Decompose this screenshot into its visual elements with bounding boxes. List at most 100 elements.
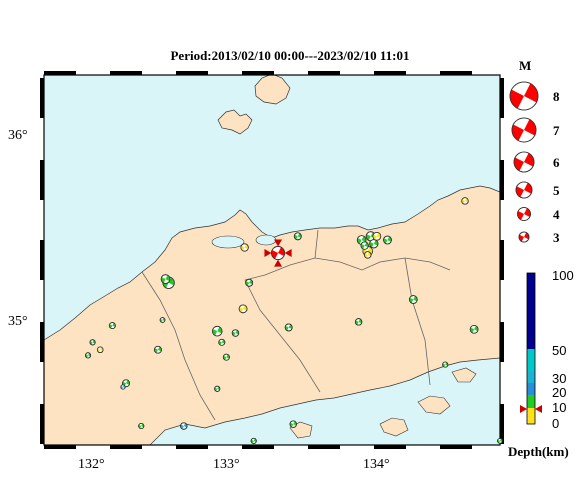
earthquake-marker [497,438,503,444]
prefecture-borders [141,229,451,421]
frame-bar-left [40,322,44,362]
frame-bar-bottom [176,445,208,449]
frame-bar-top [440,71,472,75]
earthquake-marker [354,318,363,326]
frame-bar-bottom [308,445,340,449]
earthquake-marker [250,437,257,444]
depth-tick-20: 20 [552,385,566,400]
depth-band-10 [527,395,535,408]
frame-bar-right [500,240,504,280]
earthquake-marker [364,251,372,259]
depth-colorbar [520,272,542,425]
earthquake-marker [218,338,226,346]
frame-scale-bars [40,71,504,449]
y-tick-36: 36° [8,128,28,143]
earthquake-marker [289,420,297,428]
earthquake-marker [120,384,126,390]
main-shock-depth-marker [520,405,542,413]
depth-tick-100: 100 [552,268,574,283]
frame-bar-top [374,71,406,75]
magnitude-legend-ball [513,151,535,173]
depth-tick-30: 30 [552,371,566,386]
earthquake-marker [96,346,104,354]
magnitude-legend-ball [509,81,539,111]
frame-bar-top [308,71,340,75]
frame-bar-top [110,71,142,75]
depth-band-30-20 [527,372,535,383]
depth-colorbar-frame [526,272,536,425]
frame-bar-left [40,78,44,118]
period-title: Period:2013/02/10 00:00---2023/02/10 11:… [170,48,410,63]
earthquake-marker [108,322,116,330]
magnitude-legend-label: 4 [553,207,560,222]
magnitude-legend-label: 7 [553,123,560,138]
frame-bar-left [40,404,44,444]
earthquake-marker [442,361,449,368]
depth-band-50-30 [527,349,535,372]
magnitude-legend: 8 7 6 5 4 3 [509,81,560,245]
frame-bar-right [500,160,504,200]
seto-inland-sea [149,357,500,445]
earthquake-marker [214,385,221,392]
event-markers [85,197,503,444]
depth-band-deep [527,273,535,349]
depth-axis-label: Depth(km) [508,444,569,459]
lake-shinji [211,235,245,249]
x-tick-132: 132° [78,457,105,472]
frame-bar-right [500,78,504,118]
x-tick-134: 134° [363,457,390,472]
frame-bar-top [176,71,208,75]
earthquake-marker [240,243,249,252]
earthquake-marker [369,239,379,249]
earthquake-marker [212,325,223,337]
frame-bar-bottom [110,445,142,449]
frame-bar-bottom [440,445,472,449]
frame-bar-bottom [374,445,406,449]
earthquake-marker [284,323,293,332]
magnitude-legend-label: 5 [553,183,560,198]
island-oki-dogo [254,75,291,105]
depth-tick-10: 10 [552,400,566,415]
depth-tick-0: 0 [552,416,559,431]
earthquake-marker [383,235,392,245]
inland-island-d [451,367,477,383]
island-oki-dozen [217,109,253,135]
depth-band-0 [527,408,535,424]
earthquake-marker [180,422,188,430]
frame-bar-top [44,71,76,75]
earthquake-marker [89,339,96,346]
inland-island-b [379,417,409,437]
magnitude-legend-ball [515,181,533,199]
magnitude-legend-label: 6 [553,155,560,170]
earthquake-marker [154,345,162,354]
frame-bar-left [40,160,44,200]
earthquake-marker [408,295,418,304]
earthquake-marker [85,352,92,359]
frame-bar-right [500,322,504,362]
earthquake-marker [222,353,230,361]
frame-bar-bottom [242,445,274,449]
earthquake-marker [138,422,145,430]
lake-nakaumi [255,234,277,246]
frame-bar-right [500,404,504,444]
frame-bar-top [242,71,274,75]
magnitude-legend-title: M [519,58,531,73]
earthquake-marker [160,274,171,284]
main-shock-marker [264,239,292,267]
depth-band-20-10 [527,383,535,395]
magnitude-legend-label: 8 [553,89,560,104]
earthquake-marker [245,278,254,287]
magnitude-legend-ball [518,231,530,243]
land-mainland [44,185,500,445]
frame-bar-left [40,240,44,280]
earthquake-marker [293,232,302,241]
earthquake-marker [360,241,369,250]
inland-island-a [417,395,451,415]
frame-bar-bottom [44,445,76,449]
earthquake-marker [372,231,382,241]
earthquake-marker [461,197,469,205]
earthquake-marker [238,304,248,314]
magnitude-legend-label: 3 [553,230,560,245]
earthquake-marker [231,329,240,337]
